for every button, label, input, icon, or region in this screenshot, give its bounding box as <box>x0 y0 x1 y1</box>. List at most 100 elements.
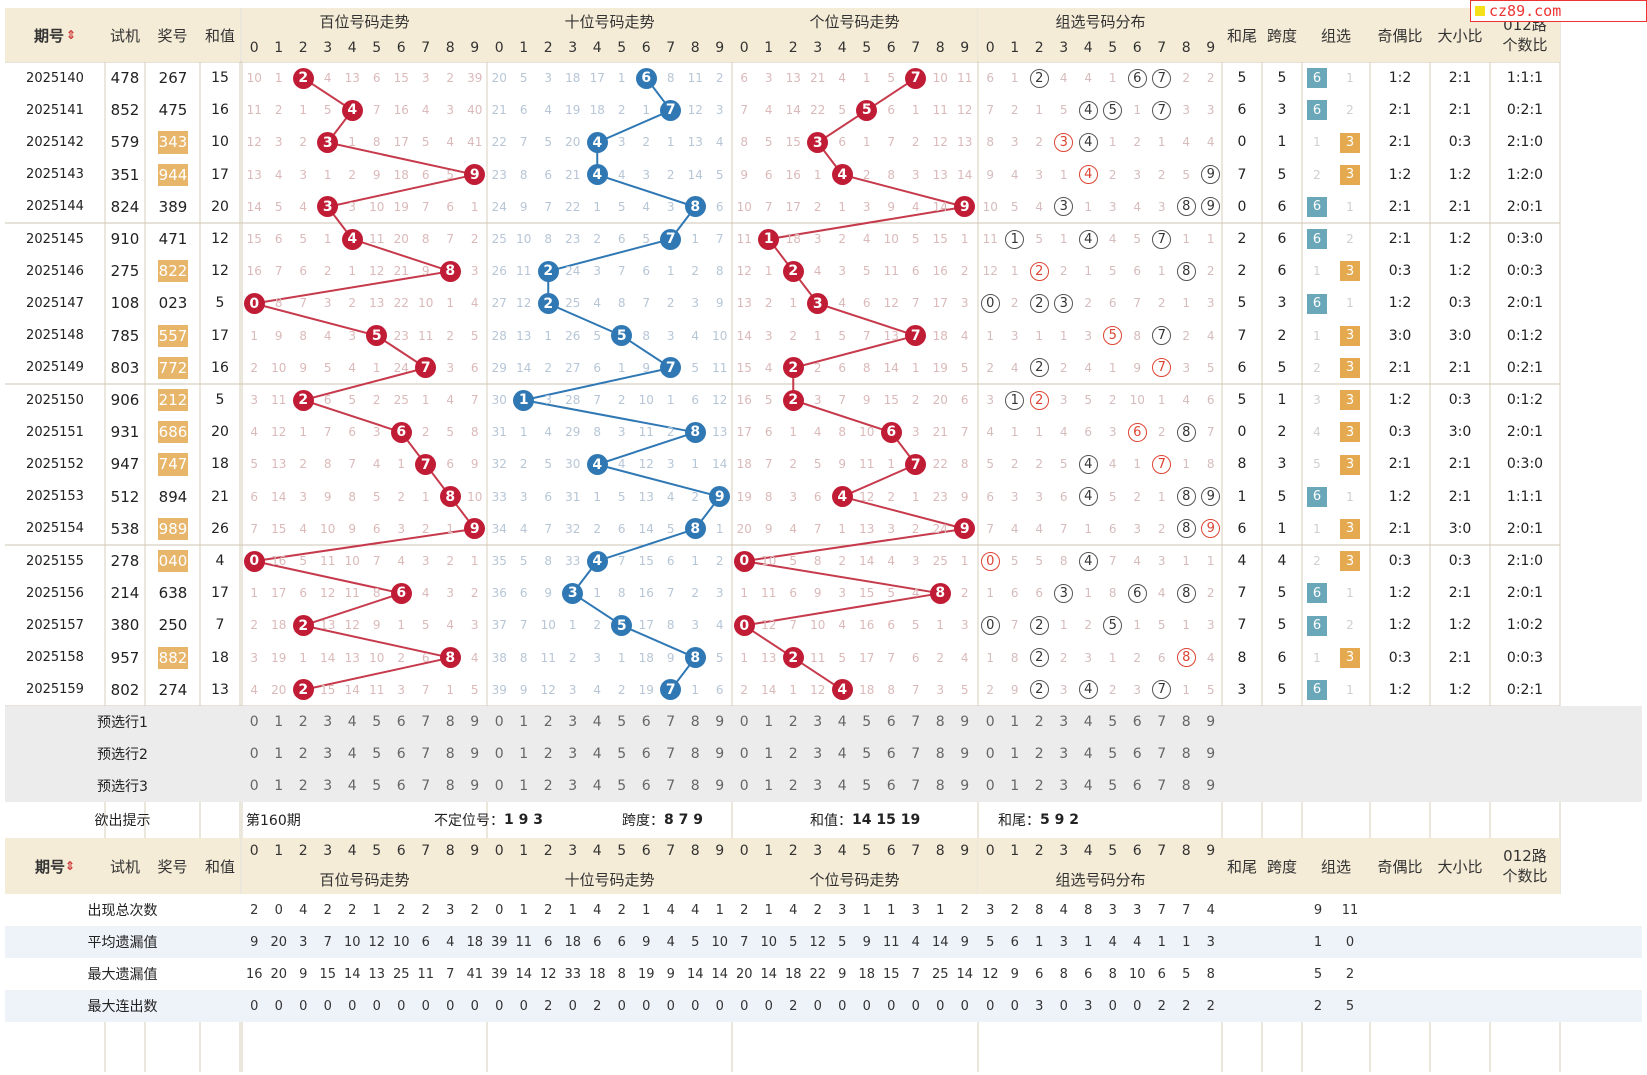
pick-digit[interactable]: 9 <box>1206 778 1216 794</box>
pick-digit[interactable]: 2 <box>543 778 553 794</box>
pick-digit[interactable]: 8 <box>1181 746 1191 762</box>
pick-digit[interactable]: 0 <box>985 714 995 730</box>
pick-digit[interactable]: 0 <box>494 714 504 730</box>
pick-digit[interactable]: 3 <box>1059 714 1069 730</box>
pick-digit[interactable]: 2 <box>543 714 553 730</box>
pick-digit[interactable]: 4 <box>592 746 602 762</box>
pick-digit[interactable]: 5 <box>1108 746 1118 762</box>
pick-digit[interactable]: 3 <box>813 746 823 762</box>
pick-digit[interactable]: 1 <box>274 746 284 762</box>
pick-digit[interactable]: 0 <box>739 714 749 730</box>
pick-digit[interactable]: 5 <box>372 778 382 794</box>
pick-digit[interactable]: 6 <box>396 746 406 762</box>
pick-digit[interactable]: 6 <box>641 778 651 794</box>
pick-digit[interactable]: 1 <box>274 714 284 730</box>
pick-digit[interactable]: 2 <box>1034 714 1044 730</box>
pick-digit[interactable]: 4 <box>1083 746 1093 762</box>
pick-digit[interactable]: 5 <box>1108 778 1118 794</box>
pick-digit[interactable]: 9 <box>470 746 480 762</box>
pick-digit[interactable]: 4 <box>592 714 602 730</box>
pick-digit[interactable]: 4 <box>347 746 357 762</box>
pick-digit[interactable]: 9 <box>715 746 725 762</box>
pick-digit[interactable]: 9 <box>715 778 725 794</box>
pick-digit[interactable]: 3 <box>568 778 578 794</box>
pick-digit[interactable]: 6 <box>1132 778 1142 794</box>
pick-digit[interactable]: 3 <box>568 714 578 730</box>
pick-digit[interactable]: 4 <box>347 778 357 794</box>
pick-digit[interactable]: 9 <box>1206 714 1216 730</box>
pick-digit[interactable]: 5 <box>372 746 382 762</box>
pick-digit[interactable]: 8 <box>935 778 945 794</box>
pick-digit[interactable]: 3 <box>568 746 578 762</box>
pick-digit[interactable]: 2 <box>788 746 798 762</box>
pick-digit[interactable]: 2 <box>298 746 308 762</box>
pick-digit[interactable]: 5 <box>1108 714 1118 730</box>
pick-digit[interactable]: 9 <box>960 714 970 730</box>
pick-digit[interactable]: 2 <box>788 714 798 730</box>
pick-digit[interactable]: 0 <box>985 778 995 794</box>
pick-digit[interactable]: 0 <box>494 746 504 762</box>
pick-digit[interactable]: 8 <box>690 714 700 730</box>
pick-digit[interactable]: 4 <box>347 714 357 730</box>
pick-digit[interactable]: 3 <box>323 714 333 730</box>
pick-digit[interactable]: 6 <box>886 714 896 730</box>
pick-digit[interactable]: 5 <box>617 778 627 794</box>
pick-digit[interactable]: 7 <box>1157 714 1167 730</box>
pick-digit[interactable]: 7 <box>911 778 921 794</box>
pick-digit[interactable]: 4 <box>837 778 847 794</box>
pick-digit[interactable]: 3 <box>323 746 333 762</box>
pick-digit[interactable]: 6 <box>396 714 406 730</box>
pick-digit[interactable]: 5 <box>862 714 872 730</box>
pick-digit[interactable]: 1 <box>1010 778 1020 794</box>
sort-icon[interactable]: ⇕ <box>65 28 77 42</box>
pick-digit[interactable]: 2 <box>1034 746 1044 762</box>
site-logo[interactable]: cz89.com <box>1470 0 1647 22</box>
pick-digit[interactable]: 7 <box>666 778 676 794</box>
pick-digit[interactable]: 2 <box>543 746 553 762</box>
pick-digit[interactable]: 1 <box>1010 714 1020 730</box>
pick-digit[interactable]: 5 <box>862 746 872 762</box>
pick-digit[interactable]: 4 <box>592 778 602 794</box>
pick-digit[interactable]: 0 <box>494 778 504 794</box>
pick-digit[interactable]: 9 <box>960 746 970 762</box>
pick-digit[interactable]: 6 <box>641 746 651 762</box>
pick-digit[interactable]: 8 <box>1181 778 1191 794</box>
pick-digit[interactable]: 4 <box>1083 714 1093 730</box>
pick-digit[interactable]: 0 <box>249 746 259 762</box>
pick-digit[interactable]: 8 <box>690 778 700 794</box>
pick-digit[interactable]: 6 <box>886 778 896 794</box>
pick-digit[interactable]: 8 <box>690 746 700 762</box>
pick-digit[interactable]: 8 <box>445 778 455 794</box>
pick-digit[interactable]: 4 <box>837 714 847 730</box>
pick-digit[interactable]: 1 <box>274 778 284 794</box>
pick-digit[interactable]: 9 <box>960 778 970 794</box>
pick-digit[interactable]: 2 <box>788 778 798 794</box>
pick-digit[interactable]: 3 <box>1059 778 1069 794</box>
pick-digit[interactable]: 3 <box>323 778 333 794</box>
pick-digit[interactable]: 7 <box>911 746 921 762</box>
pick-digit[interactable]: 9 <box>715 714 725 730</box>
pick-digit[interactable]: 3 <box>813 778 823 794</box>
pick-digit[interactable]: 5 <box>862 778 872 794</box>
pick-digit[interactable]: 1 <box>519 714 529 730</box>
pick-digit[interactable]: 3 <box>813 714 823 730</box>
pick-digit[interactable]: 4 <box>1083 778 1093 794</box>
pick-digit[interactable]: 7 <box>911 714 921 730</box>
pick-digit[interactable]: 1 <box>519 778 529 794</box>
pick-digit[interactable]: 8 <box>445 746 455 762</box>
pick-digit[interactable]: 7 <box>421 746 431 762</box>
pick-digit[interactable]: 0 <box>985 746 995 762</box>
pick-digit[interactable]: 5 <box>617 714 627 730</box>
pick-digit[interactable]: 2 <box>298 778 308 794</box>
pick-digit[interactable]: 9 <box>1206 746 1216 762</box>
pick-digit[interactable]: 9 <box>470 778 480 794</box>
pick-digit[interactable]: 7 <box>666 746 676 762</box>
pick-digit[interactable]: 7 <box>1157 746 1167 762</box>
pick-digit[interactable]: 6 <box>1132 746 1142 762</box>
pick-digit[interactable]: 4 <box>837 746 847 762</box>
pick-digit[interactable]: 5 <box>372 714 382 730</box>
pick-digit[interactable]: 6 <box>1132 714 1142 730</box>
pick-digit[interactable]: 2 <box>1034 778 1044 794</box>
pick-digit[interactable]: 0 <box>249 714 259 730</box>
pick-digit[interactable]: 8 <box>935 714 945 730</box>
